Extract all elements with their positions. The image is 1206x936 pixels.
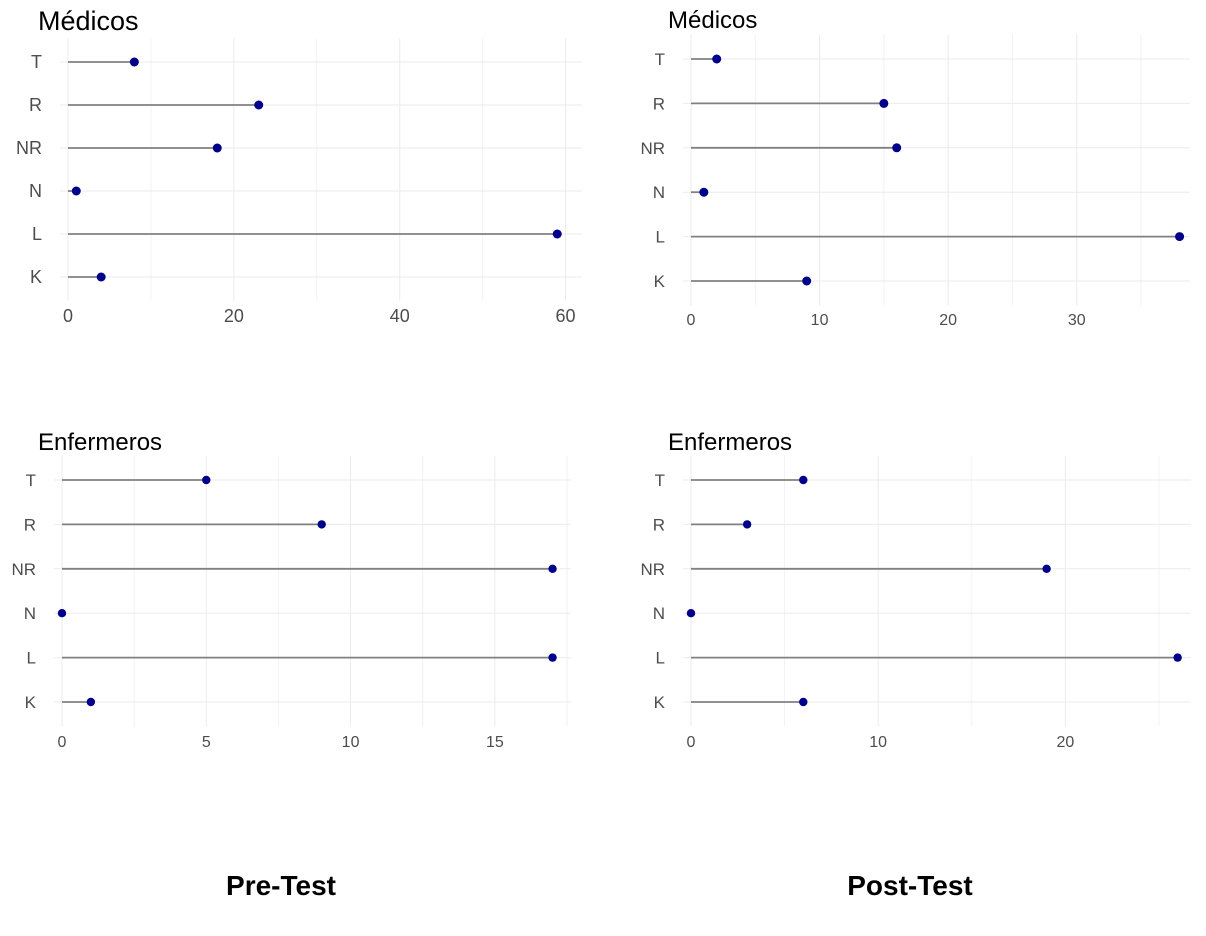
category-label: N [29,181,42,201]
category-label: K [30,267,42,287]
chart-enfermeros-pre: Enfermeros T R NR N L K 0 5 10 15 [0,420,600,760]
category-label: N [24,604,36,623]
lollipop-point [548,564,557,573]
lollipop-point [879,98,889,108]
lollipop-point [712,54,722,64]
grid [683,34,1190,306]
x-tick-label: 10 [869,734,887,751]
x-tick-label: 10 [811,312,829,329]
category-label: T [31,52,42,72]
lollipop-point [57,609,67,618]
lollipop-point [1175,232,1185,242]
category-label: L [27,649,36,668]
x-tick-label: 10 [342,734,360,751]
x-tick-label: 20 [224,306,244,326]
category-label: L [656,228,665,247]
x-tick-label: 30 [1068,312,1086,329]
category-label: L [32,224,42,244]
lollipop-point [129,57,139,67]
lollipop-point [1173,653,1182,662]
category-label: T [655,471,665,490]
lollipop-point [699,187,709,197]
x-tick-label: 15 [486,734,504,751]
category-label: NR [640,560,665,579]
x-tick-label: 20 [939,312,957,329]
caption-post-test: Post-Test [847,870,973,901]
chart-title: Enfermeros [38,429,162,456]
x-tick-label: 0 [687,312,696,329]
grid [60,38,582,301]
x-tick-label: 0 [63,306,73,326]
category-label: N [653,183,665,202]
grid [683,455,1191,727]
chart-title: Enfermeros [668,429,792,456]
lollipop-point [1042,564,1051,573]
category-label: K [25,693,37,712]
lollipop-point [254,100,264,110]
category-label: NR [16,138,42,158]
category-label: T [655,50,665,69]
lollipop-point [86,697,96,707]
x-tick-label: 60 [556,306,576,326]
chart-medicos-pre: Médicos T R NR N L K 0 20 40 60 [0,0,600,340]
lollipop-point [202,475,211,485]
x-tick-label: 0 [687,734,696,751]
chart-medicos-post: Médicos T R NR N L K 0 10 20 30 [603,0,1203,340]
category-label: N [653,604,665,623]
lollipop-point [71,186,81,196]
chart-title: Médicos [38,6,139,36]
category-label: K [654,693,666,712]
category-label: NR [11,560,36,579]
category-label: R [29,95,42,115]
chart-title: Médicos [668,7,757,34]
x-tick-label: 0 [58,734,67,751]
category-label: R [24,515,36,534]
category-label: L [656,649,665,668]
category-label: K [654,272,666,291]
grid [54,455,571,727]
chart-enfermeros-post: Enfermeros T R NR N L K 0 10 20 [603,420,1203,760]
category-label: R [653,94,665,113]
caption-pre-test: Pre-Test [226,870,336,901]
lollipop-point [799,475,808,485]
lollipop-point [552,229,562,239]
lollipop-point [317,520,326,529]
category-label: T [26,471,36,490]
lollipop-point [742,520,752,529]
lollipop-point [799,697,808,707]
lollipop-point [686,609,696,618]
x-tick-label: 5 [202,734,211,751]
lollipop-point [802,276,812,286]
x-tick-label: 20 [1056,734,1074,751]
category-label: NR [640,139,665,158]
lollipop-point [212,143,222,153]
category-label: R [653,515,665,534]
lollipop-point [548,653,557,662]
x-tick-label: 40 [390,306,410,326]
lollipop-point [96,272,106,282]
lollipop-point [892,143,902,153]
